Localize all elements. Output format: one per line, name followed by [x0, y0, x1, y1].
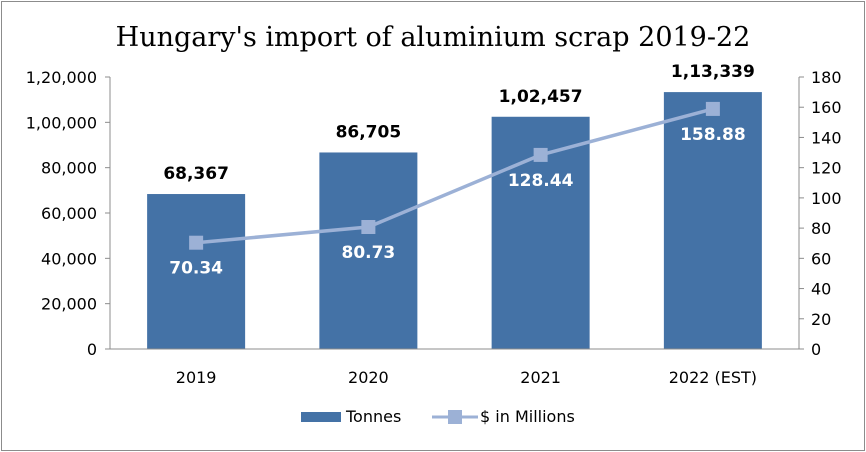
x-tick-label: 2019 — [176, 368, 217, 387]
right-tick-label: 180 — [811, 68, 842, 87]
line-marker — [533, 147, 548, 162]
left-tick-label: 0 — [87, 340, 97, 359]
line-marker — [705, 101, 720, 116]
series-line — [195, 107, 714, 245]
bar-data-label: 1,02,457 — [499, 87, 583, 107]
line-data-label: 158.88 — [680, 125, 746, 145]
left-tick-label: 80,000 — [41, 159, 97, 178]
line-data-label: 128.44 — [508, 171, 574, 191]
bar — [147, 194, 246, 349]
bar-data-label: 68,367 — [163, 164, 229, 184]
bar — [319, 152, 418, 349]
right-tick-label: 120 — [811, 159, 842, 178]
line-marker — [361, 220, 376, 235]
right-tick-label: 60 — [811, 249, 831, 268]
line-marker — [189, 235, 204, 250]
line-data-label: 70.34 — [169, 259, 223, 279]
legend-label-tonnes: Tonnes — [345, 407, 401, 426]
left-tick-label: 40,000 — [41, 249, 97, 268]
right-tick-label: 40 — [811, 280, 831, 299]
legend-swatch-tonnes — [301, 412, 341, 422]
legend-marker-usd — [448, 410, 462, 424]
bar-data-label: 1,13,339 — [671, 62, 755, 82]
right-tick-label: 100 — [811, 189, 842, 208]
x-axis: 2019 2020 2021 2022 (EST) — [110, 348, 799, 387]
right-tick-label: 20 — [811, 310, 831, 329]
chart-title: Hungary's import of aluminium scrap 2019… — [116, 22, 751, 53]
left-tick-label: 1,00,000 — [26, 113, 97, 132]
bar-data-label: 86,705 — [336, 122, 402, 142]
line-data-label: 80.73 — [341, 243, 395, 263]
bar-series: 68,367 86,705 1,02,457 1,13,339 — [147, 62, 762, 349]
left-tick-label: 20,000 — [41, 295, 97, 314]
right-tick-label: 160 — [811, 98, 842, 117]
line-series: 70.34 80.73 128.44 158.88 — [169, 101, 746, 279]
left-tick-label: 60,000 — [41, 204, 97, 223]
right-tick-label: 0 — [811, 340, 821, 359]
right-tick-label: 140 — [811, 128, 842, 147]
right-axis: 0 20 40 60 80 100 120 140 160 180 — [798, 68, 842, 359]
left-tick-label: 1,20,000 — [26, 68, 97, 87]
x-tick-label: 2020 — [348, 368, 389, 387]
legend-label-usd: $ in Millions — [480, 407, 575, 426]
x-tick-label: 2022 (EST) — [669, 368, 757, 387]
right-tick-label: 80 — [811, 219, 831, 238]
legend: Tonnes $ in Millions — [301, 407, 575, 426]
left-axis: 0 20,000 40,000 60,000 80,000 1,00,000 1,20,00… — [26, 68, 111, 359]
bar — [663, 92, 762, 349]
x-tick-label: 2021 — [520, 368, 561, 387]
